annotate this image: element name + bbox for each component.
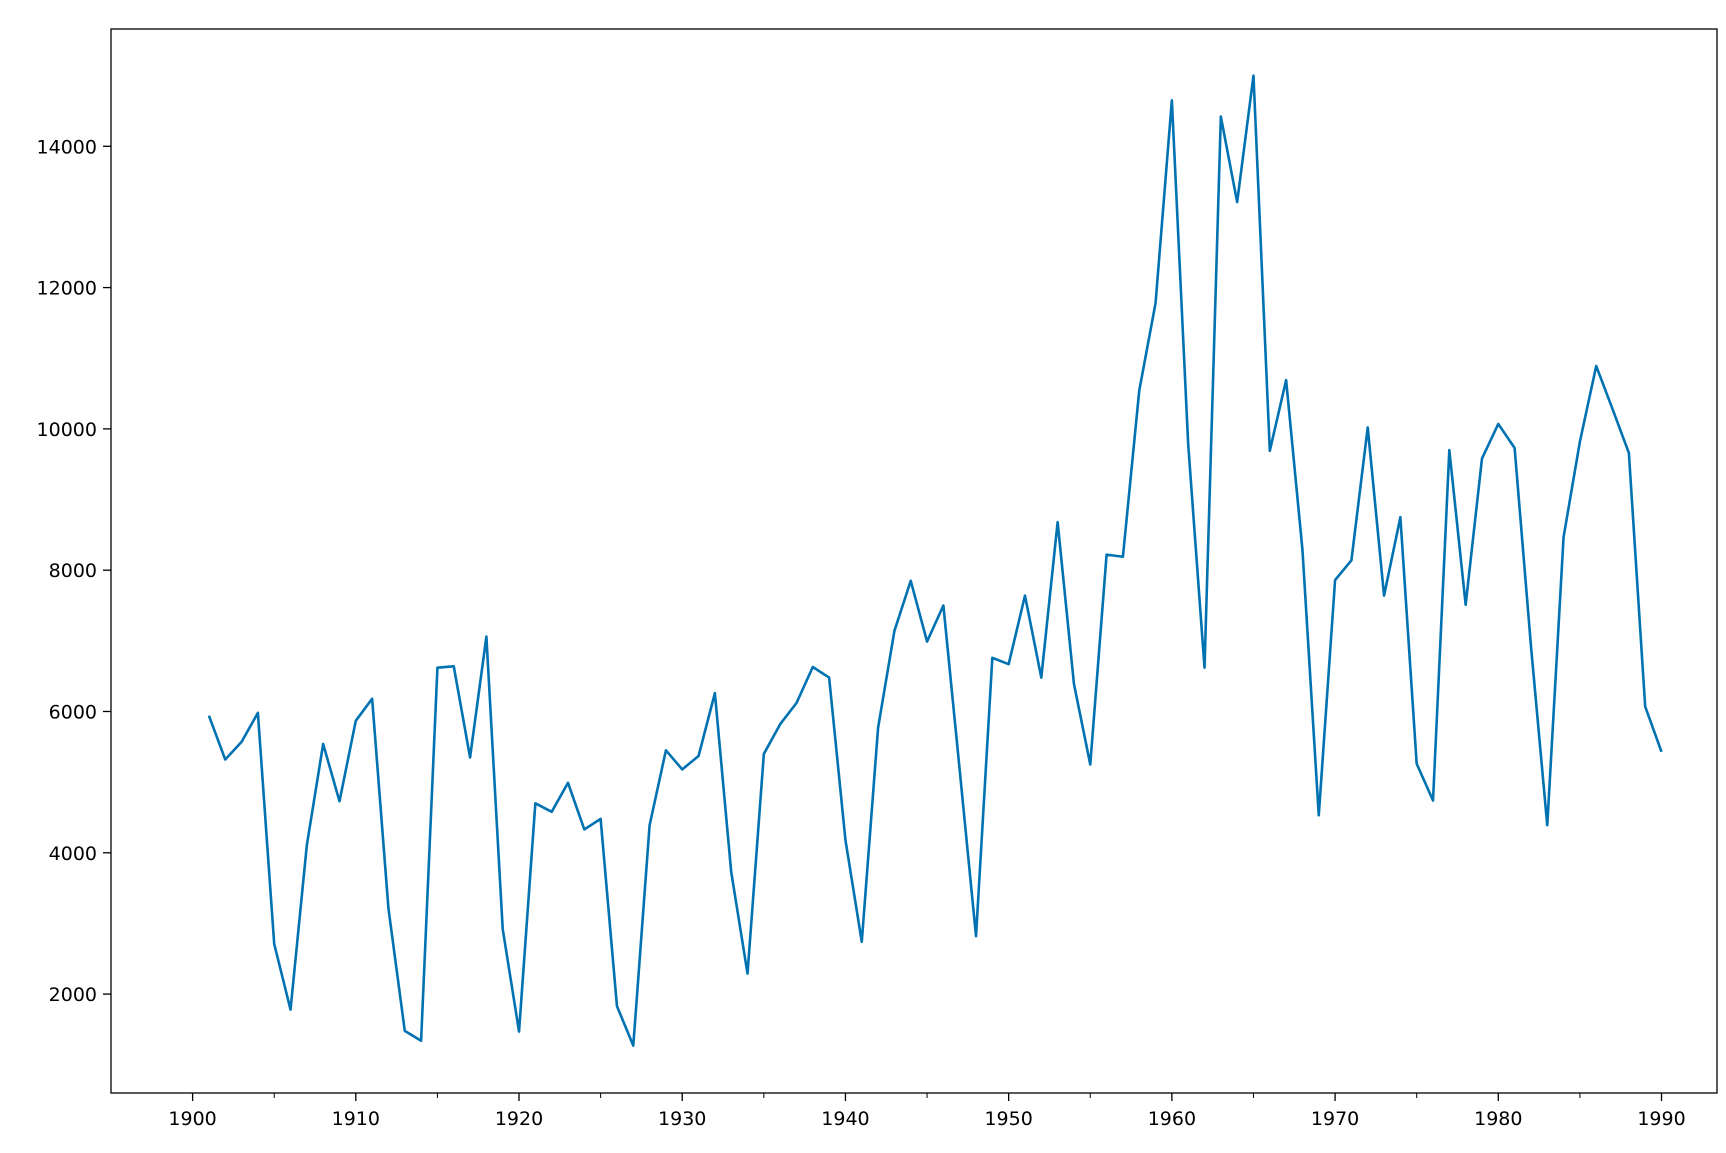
x-tick-label: 1930 xyxy=(658,1108,706,1130)
x-tick-label: 1920 xyxy=(495,1108,543,1130)
x-tick-label: 1940 xyxy=(821,1108,869,1130)
x-tick-label: 1970 xyxy=(1311,1108,1359,1130)
y-axis-ticks: 2000 4000 6000 8000 10000 12000 14000 xyxy=(37,136,111,1006)
x-tick-label: 1980 xyxy=(1474,1108,1522,1130)
plot-frame xyxy=(110,28,1718,1094)
x-tick-label: 1910 xyxy=(332,1108,380,1130)
x-tick-label: 1950 xyxy=(984,1108,1032,1130)
x-tick-label: 1960 xyxy=(1148,1108,1196,1130)
series-line xyxy=(207,74,1663,1047)
y-tick-label: 8000 xyxy=(49,560,97,582)
x-axis-ticks: 1900 1910 1920 1930 1940 1950 1960 1970 1980 1990 xyxy=(168,1093,1686,1130)
x-tick-label: 1990 xyxy=(1637,1108,1685,1130)
x-tick-label: 1900 xyxy=(168,1108,216,1130)
y-tick-label: 10000 xyxy=(37,419,97,441)
y-tick-label: 12000 xyxy=(37,278,97,300)
y-tick-label: 4000 xyxy=(49,843,97,865)
series-layer xyxy=(207,74,1663,1047)
y-tick-label: 2000 xyxy=(49,984,97,1006)
y-tick-label: 6000 xyxy=(49,701,97,723)
y-tick-label: 14000 xyxy=(37,136,97,158)
